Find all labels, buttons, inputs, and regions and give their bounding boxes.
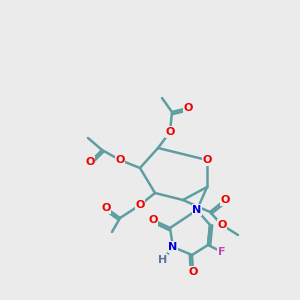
Text: O: O — [148, 215, 158, 225]
Text: O: O — [115, 155, 125, 165]
Text: O: O — [217, 220, 227, 230]
Text: H: H — [158, 255, 168, 265]
Text: O: O — [101, 203, 111, 213]
Text: O: O — [188, 267, 198, 277]
Text: O: O — [85, 157, 95, 167]
Text: O: O — [183, 103, 193, 113]
Text: O: O — [135, 200, 145, 210]
Text: O: O — [165, 127, 175, 137]
Text: N: N — [168, 242, 178, 252]
Text: O: O — [202, 155, 212, 165]
Text: O: O — [220, 195, 230, 205]
Text: F: F — [218, 247, 226, 257]
Text: N: N — [192, 205, 202, 215]
